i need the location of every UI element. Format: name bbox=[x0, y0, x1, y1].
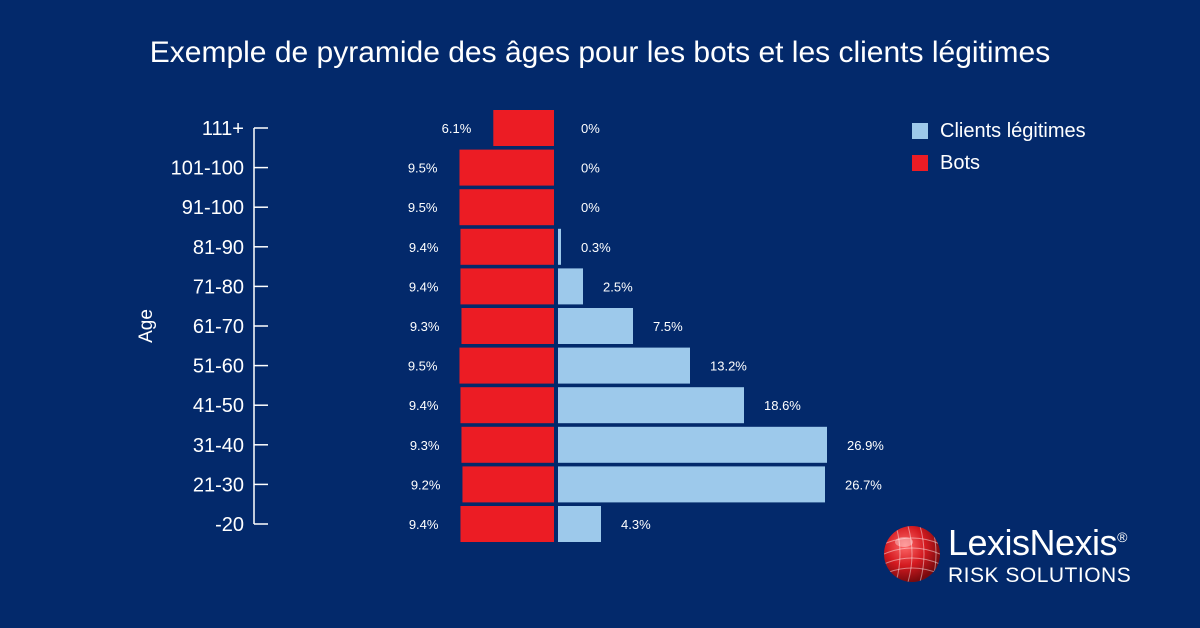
bot-bar-0 bbox=[493, 110, 554, 146]
y-tick-label-0: 111+ bbox=[202, 118, 244, 140]
bot-value-label-8: 9.3% bbox=[410, 438, 440, 453]
client-bar-8 bbox=[558, 426, 827, 463]
bot-value-label-1: 9.5% bbox=[408, 161, 438, 176]
client-bar-6 bbox=[558, 347, 690, 384]
client-value-label-2: 0% bbox=[581, 200, 600, 215]
legend-label-bots: Bots bbox=[940, 151, 981, 174]
bot-value-label-0: 6.1% bbox=[442, 121, 472, 136]
client-value-label-3: 0.3% bbox=[581, 240, 611, 255]
y-tick-label-6: 51-60 bbox=[193, 356, 244, 378]
bot-value-label-5: 9.3% bbox=[410, 319, 440, 334]
bot-bar-7 bbox=[460, 387, 554, 424]
lexisnexis-logo: LexisNexis® RISK SOLUTIONS bbox=[880, 520, 1180, 590]
client-bar-9 bbox=[558, 466, 825, 503]
bot-value-label-7: 9.4% bbox=[409, 398, 439, 413]
client-bar-10 bbox=[558, 506, 601, 542]
bot-bar-8 bbox=[461, 426, 554, 463]
bot-value-label-4: 9.4% bbox=[409, 279, 439, 294]
client-bar-7 bbox=[558, 387, 744, 424]
bot-bar-3 bbox=[460, 228, 554, 265]
client-value-label-6: 13.2% bbox=[710, 359, 747, 374]
bot-bar-6 bbox=[459, 347, 554, 384]
client-value-label-1: 0% bbox=[581, 161, 600, 176]
bot-bar-2 bbox=[459, 189, 554, 226]
logo-globe-icon bbox=[884, 526, 940, 582]
y-tick-label-4: 71-80 bbox=[193, 276, 244, 298]
legend-swatch-clients bbox=[912, 123, 928, 139]
logo-wordmark: LexisNexis® bbox=[948, 522, 1127, 563]
client-value-label-0: 0% bbox=[581, 121, 600, 136]
client-bar-3 bbox=[558, 228, 561, 265]
client-value-label-8: 26.9% bbox=[847, 438, 884, 453]
y-tick-label-5: 61-70 bbox=[193, 316, 244, 338]
y-tick-label-10: -20 bbox=[215, 514, 244, 536]
bot-value-label-9: 9.2% bbox=[411, 477, 441, 492]
bot-bar-10 bbox=[460, 506, 554, 542]
legend-item-bots: Bots bbox=[912, 148, 1086, 178]
legend-item-clients: Clients légitimes bbox=[912, 116, 1086, 146]
client-bar-5 bbox=[558, 308, 633, 344]
y-tick-label-2: 91-100 bbox=[182, 197, 244, 219]
client-bar-4 bbox=[558, 268, 583, 305]
y-tick-label-3: 81-90 bbox=[193, 237, 244, 259]
y-tick-label-7: 41-50 bbox=[193, 395, 244, 417]
bot-value-label-6: 9.5% bbox=[408, 359, 438, 374]
client-value-label-10: 4.3% bbox=[621, 517, 651, 532]
client-value-label-9: 26.7% bbox=[845, 477, 882, 492]
registered-mark: ® bbox=[1117, 529, 1127, 545]
bot-value-label-2: 9.5% bbox=[408, 200, 438, 215]
chart-title: Exemple de pyramide des âges pour les bo… bbox=[149, 36, 1051, 69]
legend-swatch-bots bbox=[912, 155, 928, 171]
client-value-label-5: 7.5% bbox=[653, 319, 683, 334]
bot-bar-4 bbox=[460, 268, 554, 305]
bot-bar-9 bbox=[462, 466, 554, 503]
bot-bar-5 bbox=[461, 308, 554, 344]
logo-subtitle: RISK SOLUTIONS bbox=[948, 564, 1132, 587]
bot-value-label-10: 9.4% bbox=[409, 517, 439, 532]
legend: Clients légitimes Bots bbox=[912, 116, 1086, 180]
y-axis-label: Age bbox=[136, 309, 157, 343]
y-tick-label-9: 21-30 bbox=[193, 474, 244, 496]
bot-bar-1 bbox=[459, 149, 554, 186]
legend-label-clients: Clients légitimes bbox=[940, 119, 1086, 142]
y-tick-label-8: 31-40 bbox=[193, 435, 244, 457]
client-value-label-4: 2.5% bbox=[603, 279, 633, 294]
y-tick-label-1: 101-100 bbox=[171, 158, 244, 180]
bot-value-label-3: 9.4% bbox=[409, 240, 439, 255]
client-value-label-7: 18.6% bbox=[764, 398, 801, 413]
